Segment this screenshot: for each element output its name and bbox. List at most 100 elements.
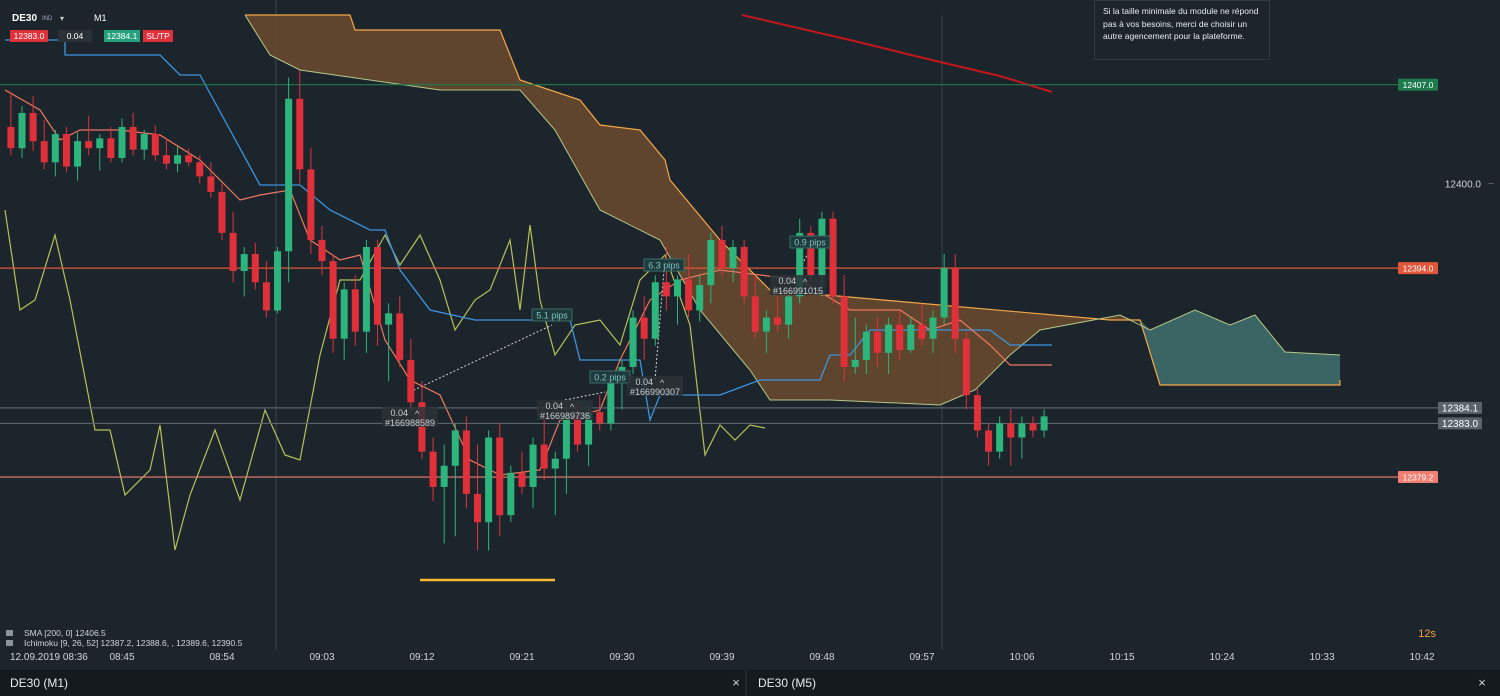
candle-body bbox=[62, 134, 70, 167]
ichimoku-cloud bbox=[1140, 310, 1340, 385]
price-tag-label: 12379.2 bbox=[1403, 473, 1434, 483]
x-tick-label: 10:15 bbox=[1109, 652, 1134, 663]
candle-body bbox=[451, 430, 459, 466]
order-ticket: #166988589 bbox=[385, 418, 435, 428]
x-tick-label: 09:03 bbox=[309, 652, 334, 663]
candle-body bbox=[807, 232, 815, 276]
candle-body bbox=[1007, 423, 1015, 438]
senkou-b bbox=[244, 14, 1341, 406]
order-ticket: #166990307 bbox=[630, 387, 680, 397]
candle-body bbox=[151, 134, 159, 156]
sell-box[interactable] bbox=[10, 30, 48, 42]
candle-body bbox=[240, 254, 248, 271]
x-tick-label: 10:06 bbox=[1009, 652, 1034, 663]
symbol[interactable]: DE30 bbox=[12, 13, 37, 24]
candle-body bbox=[51, 134, 59, 163]
pips-label: 0.9 pips bbox=[794, 238, 826, 248]
candle-body bbox=[462, 430, 470, 494]
candle-body bbox=[296, 98, 304, 170]
candle-body bbox=[140, 134, 148, 150]
tab[interactable]: DE30 (M1) bbox=[10, 676, 68, 690]
candle-body bbox=[851, 359, 859, 367]
candle-body bbox=[640, 317, 648, 339]
candle-body bbox=[685, 279, 693, 311]
candle-body bbox=[307, 169, 315, 240]
candle-body bbox=[1029, 423, 1037, 431]
order-volume: 0.04 bbox=[545, 401, 563, 411]
order-box bbox=[382, 407, 438, 427]
candle-body bbox=[407, 359, 415, 403]
candle-body bbox=[518, 472, 526, 487]
candle-body bbox=[951, 268, 959, 339]
timeframe[interactable]: M1 bbox=[94, 13, 107, 23]
sltp-box[interactable] bbox=[143, 30, 173, 42]
candle-body bbox=[985, 430, 993, 452]
buy-box[interactable] bbox=[104, 30, 140, 42]
ichimoku-cloud bbox=[245, 15, 1140, 405]
x-tick-label: 09:30 bbox=[609, 652, 634, 663]
order-box bbox=[537, 400, 593, 420]
candle-body bbox=[7, 127, 15, 149]
candle-body bbox=[762, 317, 770, 332]
pips-label: 5.1 pips bbox=[536, 311, 568, 321]
order-ticket: #166991015 bbox=[773, 286, 823, 296]
price-tag-label: 12383.0 bbox=[1442, 419, 1479, 430]
price-tag bbox=[1438, 401, 1482, 414]
candle-body bbox=[1018, 423, 1026, 438]
candle-body bbox=[896, 324, 904, 351]
candle-body bbox=[496, 437, 504, 516]
order-volume: 0.04 bbox=[635, 377, 653, 387]
order-caret: ^ bbox=[803, 277, 808, 287]
close-icon[interactable]: × bbox=[732, 675, 740, 690]
candle-body bbox=[218, 191, 226, 233]
candle-body bbox=[540, 444, 548, 469]
candle-body bbox=[696, 285, 704, 311]
notification: Si la taille minimale du module ne répon… bbox=[1094, 0, 1270, 60]
candle-body bbox=[485, 437, 493, 523]
order-volume: 0.04 bbox=[778, 276, 796, 286]
dropdown[interactable]: ▾ bbox=[60, 14, 64, 23]
x-tick-label: 10:42 bbox=[1409, 652, 1434, 663]
candle-body bbox=[351, 289, 359, 332]
candle-body bbox=[996, 423, 1004, 452]
candle-body bbox=[751, 296, 759, 332]
candle-body bbox=[74, 141, 82, 167]
volume-box[interactable] bbox=[58, 30, 92, 42]
price-tag bbox=[1438, 417, 1482, 430]
order-ticket: #166989736 bbox=[540, 411, 590, 421]
close-icon[interactable]: × bbox=[1478, 675, 1486, 690]
tab[interactable]: DE30 (M5) bbox=[758, 676, 816, 690]
candle-body bbox=[107, 138, 115, 159]
x-tick-label: 10:24 bbox=[1209, 652, 1234, 663]
candle-body bbox=[185, 155, 193, 163]
candle-body bbox=[507, 472, 515, 516]
candle-body bbox=[973, 395, 981, 431]
candle-body bbox=[174, 155, 182, 164]
kijun bbox=[5, 39, 1052, 423]
price-tag bbox=[1398, 78, 1438, 91]
x-tick-label: 12.09.2019 08:36 bbox=[10, 652, 88, 663]
candle-body bbox=[562, 416, 570, 459]
order-caret: ^ bbox=[415, 409, 420, 419]
candle-body bbox=[862, 331, 870, 360]
candle-body bbox=[829, 218, 837, 297]
candle-body bbox=[1040, 416, 1048, 431]
candle-body bbox=[840, 296, 848, 367]
candle-body bbox=[207, 176, 215, 192]
time-axis-bg bbox=[0, 650, 1500, 670]
candle-body bbox=[340, 289, 348, 339]
x-tick-label: 09:48 bbox=[809, 652, 834, 663]
pips-box bbox=[643, 258, 685, 272]
candle-body bbox=[773, 317, 781, 325]
order-box bbox=[627, 376, 683, 396]
order-volume: 0.04 bbox=[390, 408, 408, 418]
candle-body bbox=[729, 246, 737, 269]
candle-body bbox=[285, 98, 293, 252]
x-tick-label: 09:39 bbox=[709, 652, 734, 663]
sell-price: 12383.0 bbox=[14, 31, 45, 41]
x-tick-label: 09:12 bbox=[409, 652, 434, 663]
candle-body bbox=[596, 412, 604, 424]
candle-body bbox=[629, 317, 637, 367]
chikou bbox=[4, 209, 766, 551]
